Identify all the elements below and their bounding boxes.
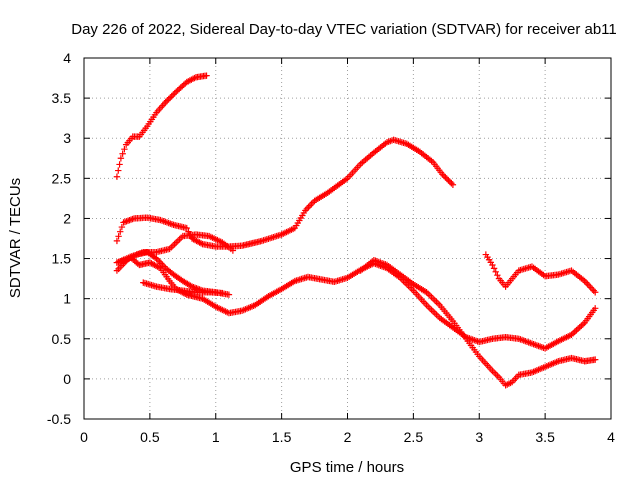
- series-sat-b: [113, 136, 457, 250]
- y-tick-label: 0.5: [52, 331, 72, 347]
- data-point: [119, 150, 126, 157]
- data-point: [162, 98, 169, 106]
- data-point: [118, 223, 126, 231]
- data-point: [448, 180, 455, 187]
- data-point: [165, 95, 172, 103]
- data-point: [179, 82, 186, 90]
- data-point: [443, 175, 451, 182]
- data-point: [591, 356, 599, 363]
- x-tick-label: 0: [80, 429, 88, 445]
- data-point: [174, 87, 181, 94]
- data-point: [113, 237, 121, 245]
- data-point: [121, 145, 128, 153]
- data-point: [203, 72, 210, 79]
- y-tick-label: 2: [63, 210, 71, 226]
- data-point: [445, 177, 452, 184]
- y-tick-label: 3: [63, 130, 71, 146]
- data-point: [587, 284, 594, 291]
- y-tick-label: -0.5: [47, 411, 71, 427]
- data-point: [306, 202, 314, 209]
- x-tick-label: 1.5: [272, 429, 292, 445]
- x-tick-label: 2.5: [404, 429, 424, 445]
- data-point: [177, 84, 184, 91]
- data-point: [439, 171, 446, 178]
- y-tick-label: 1: [63, 291, 71, 307]
- x-axis-label: GPS time / hours: [290, 459, 404, 476]
- y-axis-label: SDTVAR / TECUs: [7, 178, 24, 298]
- data-point: [183, 224, 190, 232]
- axis-ticks: [83, 57, 612, 420]
- data-point: [585, 282, 593, 290]
- data-series: [113, 72, 599, 389]
- x-tick-label: 3: [475, 429, 483, 445]
- data-point: [489, 261, 496, 269]
- data-point: [584, 281, 591, 288]
- y-tick-label: 1.5: [52, 251, 72, 267]
- y-tick-labels: -0.5 0 0.5 1 1.5 2 2.5 3 3.5 4: [47, 50, 71, 427]
- data-point: [590, 287, 597, 294]
- data-point: [219, 289, 226, 297]
- y-tick-label: 4: [63, 50, 71, 66]
- x-tick-label: 1: [212, 429, 220, 445]
- data-point: [305, 204, 312, 211]
- data-point: [588, 285, 596, 293]
- data-point: [131, 252, 139, 259]
- data-point: [116, 161, 123, 168]
- data-point: [117, 228, 124, 235]
- series-sat-a: [113, 72, 210, 180]
- x-tick-label: 2: [344, 429, 352, 445]
- x-tick-label: 3.5: [535, 429, 555, 445]
- data-point: [449, 181, 457, 188]
- series-sat-g: [357, 256, 599, 389]
- data-point: [582, 279, 590, 286]
- data-point: [180, 81, 187, 89]
- data-point: [229, 247, 237, 254]
- data-point: [308, 200, 315, 208]
- x-tick-labels: 0 0.5 1 1.5 2 2.5 3 3.5 4: [80, 429, 615, 445]
- data-point: [492, 268, 499, 275]
- data-point: [167, 94, 174, 101]
- x-tick-label: 4: [607, 429, 615, 445]
- y-tick-label: 3.5: [52, 90, 72, 106]
- grid: [84, 58, 611, 419]
- y-tick-label: 2.5: [52, 170, 72, 186]
- data-point: [446, 178, 454, 185]
- data-point: [163, 97, 171, 104]
- data-point: [176, 85, 183, 93]
- x-tick-label: 0.5: [140, 429, 160, 445]
- series-sat-h: [482, 251, 599, 296]
- data-point: [115, 233, 122, 240]
- data-point: [113, 173, 121, 180]
- data-point: [197, 240, 205, 247]
- data-point: [155, 264, 163, 271]
- data-point: [442, 174, 449, 181]
- series-sat-c: [113, 231, 237, 274]
- series-sat-f: [140, 279, 226, 297]
- data-point: [171, 89, 178, 97]
- data-point: [173, 88, 180, 95]
- chart-title: Day 226 of 2022, Sidereal Day-to-day VTE…: [71, 21, 617, 38]
- data-point: [115, 167, 122, 174]
- data-point: [440, 172, 448, 180]
- data-point: [494, 272, 501, 279]
- data-point: [117, 155, 125, 162]
- data-point: [490, 265, 498, 272]
- data-point: [303, 205, 311, 213]
- data-point: [591, 305, 599, 312]
- data-point: [591, 289, 599, 296]
- data-point: [225, 291, 233, 298]
- y-tick-label: 0: [63, 371, 71, 387]
- data-point: [185, 228, 192, 235]
- data-point: [168, 92, 175, 100]
- data-point: [170, 91, 177, 98]
